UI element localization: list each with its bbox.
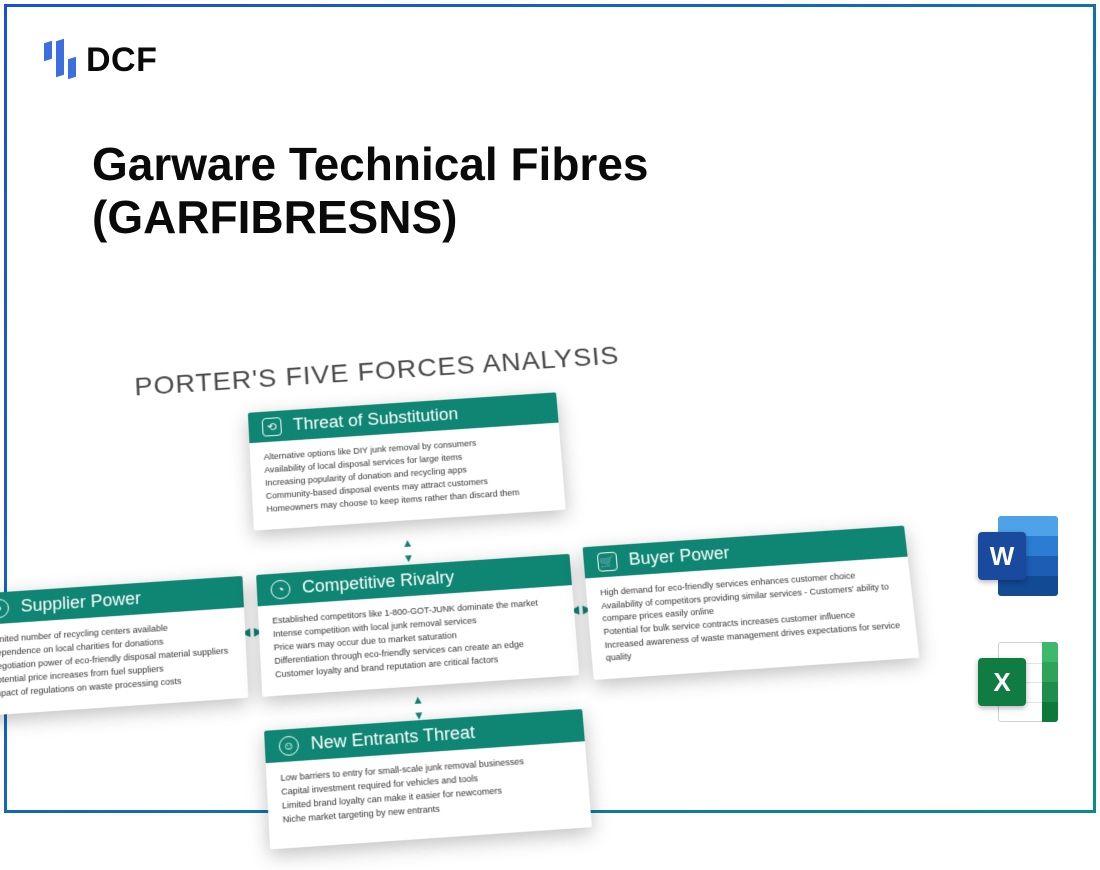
- refresh-icon: ⟲: [262, 417, 282, 437]
- dcf-logo-text: DCF: [86, 41, 157, 80]
- card-title: Buyer Power: [628, 543, 730, 570]
- title-line1: Garware Technical Fibres: [92, 138, 649, 191]
- card-entrants: ☺ New Entrants Threat Low barriers to en…: [264, 709, 592, 849]
- excel-icon: X: [978, 642, 1058, 722]
- card-body: High demand for eco-friendly services en…: [585, 557, 919, 681]
- pie-icon: ◔: [270, 579, 291, 599]
- dcf-logo-mark: [44, 38, 76, 82]
- cart-icon: 🛒: [597, 551, 618, 571]
- card-substitution: ⟲ Threat of Substitution Alternative opt…: [248, 392, 566, 531]
- arrow-icon: ▲▼: [400, 540, 417, 562]
- user-icon: ☺: [278, 735, 299, 756]
- card-rivalry: ◔ Competitive Rivalry Established compet…: [256, 554, 579, 697]
- word-icon: W: [978, 516, 1058, 596]
- arrow-icon: ▲▼: [410, 696, 427, 718]
- card-body: Limited number of recycling centers avai…: [0, 607, 248, 716]
- dcf-logo: DCF: [44, 38, 157, 82]
- app-icons: W X: [978, 516, 1058, 722]
- card-title: Supplier Power: [20, 589, 141, 617]
- word-letter: W: [978, 532, 1026, 580]
- card-title: New Entrants Threat: [310, 722, 475, 754]
- porters-diagram: PORTER'S FIVE FORCES ANALYSIS ▲▼ ▲▼ ◀▶ ◀…: [0, 331, 933, 838]
- card-buyer: 🛒 Buyer Power High demand for eco-friend…: [583, 526, 920, 681]
- card-supplier: ⚬ Supplier Power Limited number of recyc…: [0, 576, 248, 717]
- link-icon: ⚬: [0, 598, 9, 618]
- page-title: Garware Technical Fibres (GARFIBRESNS): [92, 138, 649, 244]
- card-title: Competitive Rivalry: [302, 567, 455, 597]
- title-line2: (GARFIBRESNS): [92, 191, 649, 244]
- excel-letter: X: [978, 658, 1026, 706]
